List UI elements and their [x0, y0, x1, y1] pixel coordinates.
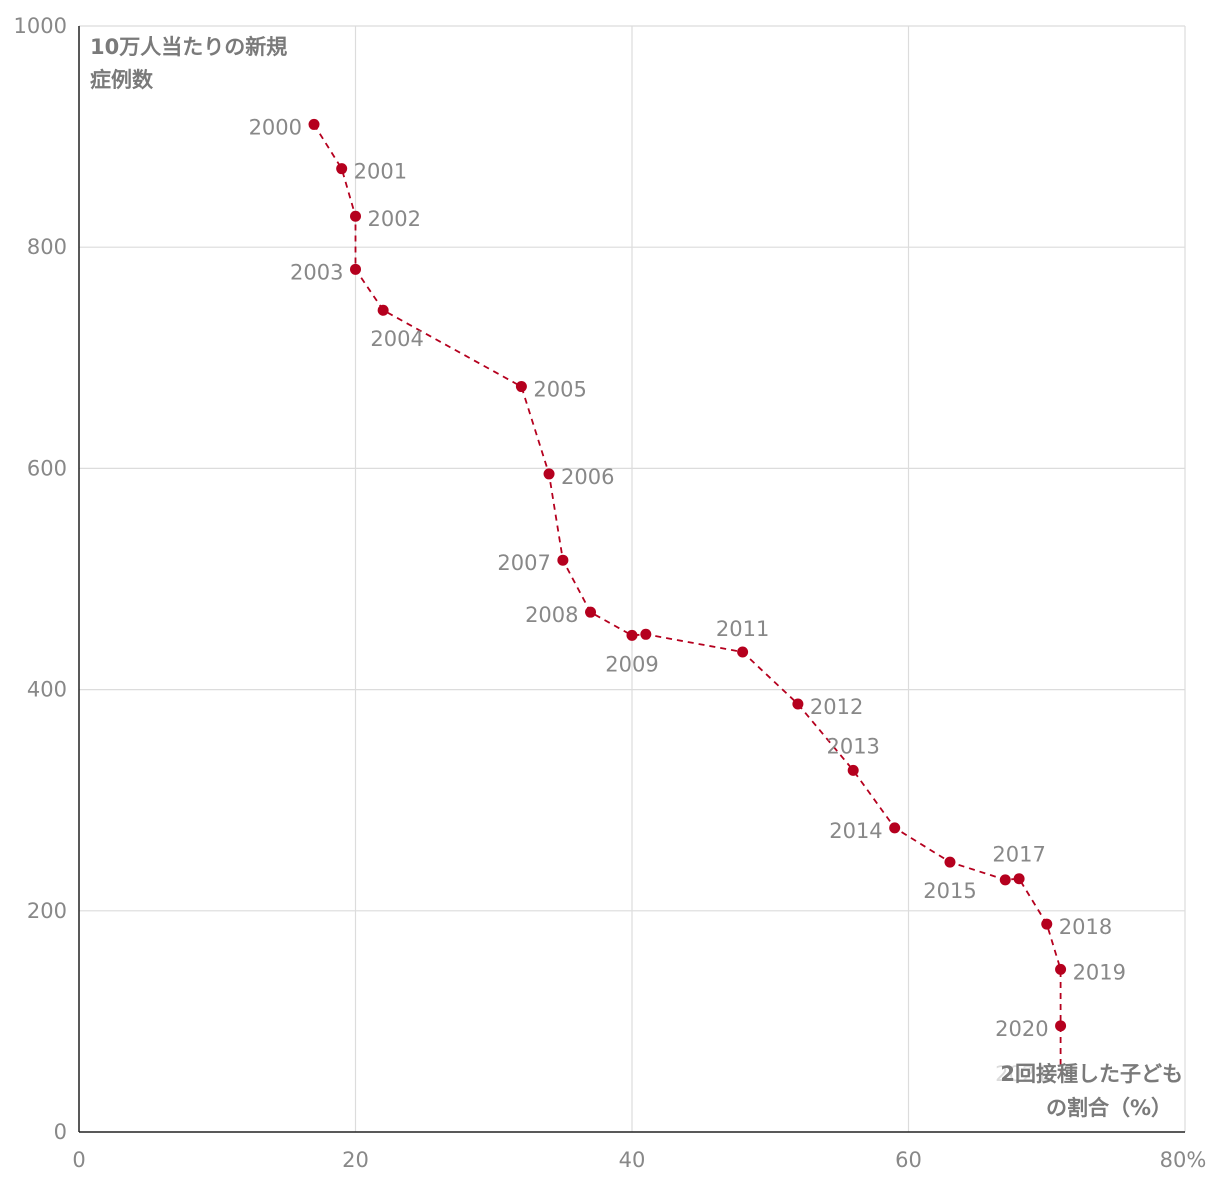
data-point-2008 [585, 606, 597, 618]
y-tick-label-0: 0 [54, 1120, 67, 1144]
point-label-2004: 2004 [370, 327, 423, 351]
point-label-2015: 2015 [923, 879, 976, 903]
point-label-2019: 2019 [1073, 960, 1126, 984]
data-point-2002 [350, 210, 361, 222]
data-point-2009 [626, 629, 638, 641]
data-point-2020 [1055, 1020, 1067, 1032]
data-point-x67 [999, 874, 1011, 886]
x-tick-label-1: 20 [342, 1148, 369, 1172]
y-tick-label-2: 400 [27, 678, 67, 702]
axes [78, 26, 1185, 1133]
data-point-2000 [308, 118, 320, 130]
x-tick-label-2: 40 [619, 1148, 646, 1172]
y-tick-label-3: 600 [27, 456, 67, 480]
point-labels: 2000 2001 2002 2003 2004 2005 2006 2007 2008 2009… [249, 115, 1126, 1086]
x-tick-label-4: 80% [1160, 1148, 1207, 1172]
point-label-2021: 2021 [995, 1062, 1048, 1086]
data-point-2006 [543, 468, 555, 480]
x-axis-title-line-2: の割合（%） [1046, 1096, 1172, 1120]
point-label-2001: 2001 [354, 160, 407, 184]
x-tick-label-0: 0 [72, 1148, 85, 1172]
data-point-2019 [1055, 963, 1067, 975]
data-point-2001 [336, 163, 348, 175]
point-label-2009: 2009 [605, 652, 658, 676]
point-label-2020: 2020 [995, 1017, 1048, 1041]
data-point-2018 [1041, 918, 1053, 930]
y-tick-label-1: 200 [27, 899, 67, 923]
data-point-2013 [847, 764, 859, 776]
point-label-2005: 2005 [533, 378, 586, 402]
x-axis-title-line-1: 2回接種した子ども [1000, 1062, 1183, 1086]
point-label-2011: 2011 [716, 617, 769, 641]
point-label-2018: 2018 [1059, 915, 1112, 939]
x-tick-label-3: 60 [895, 1148, 922, 1172]
data-point-x41 [640, 628, 652, 640]
series-line-0 [313, 123, 1062, 1072]
data-point-2003 [350, 263, 361, 275]
point-label-2017: 2017 [992, 843, 1045, 867]
point-label-2002: 2002 [368, 207, 421, 231]
data-point-2015 [944, 856, 956, 868]
point-label-2006: 2006 [561, 465, 614, 489]
data-point-2012 [792, 698, 804, 710]
point-label-2014: 2014 [829, 819, 882, 843]
data-series [308, 118, 1067, 1072]
y-tick-label-5: 1000 [14, 14, 67, 38]
data-point-2004 [377, 304, 389, 316]
y-axis-title-line-2: 症例数 [90, 68, 154, 92]
data-point-2014 [889, 822, 901, 834]
point-label-2007: 2007 [497, 551, 550, 575]
data-point-2017 [1013, 873, 1025, 885]
y-tick-label-4: 800 [27, 235, 67, 259]
tick-labels: 0 200 400 600 800 1000 0 20 40 60 80% [14, 14, 1207, 1172]
grid-lines [79, 25, 1186, 1132]
point-label-2003: 2003 [290, 260, 343, 284]
axis-titles: 10万人当たりの新規 症例数 2回接種した子ども の割合（%） [90, 35, 1183, 1120]
data-point-2011 [737, 646, 749, 658]
point-label-2012: 2012 [810, 695, 863, 719]
y-axis-title-line-1: 10万人当たりの新規 [90, 35, 287, 59]
point-label-2008: 2008 [525, 603, 578, 627]
data-point-2005 [515, 381, 527, 393]
point-label-2000: 2000 [249, 115, 302, 139]
point-label-2013: 2013 [826, 734, 879, 758]
data-point-2007 [557, 554, 569, 566]
